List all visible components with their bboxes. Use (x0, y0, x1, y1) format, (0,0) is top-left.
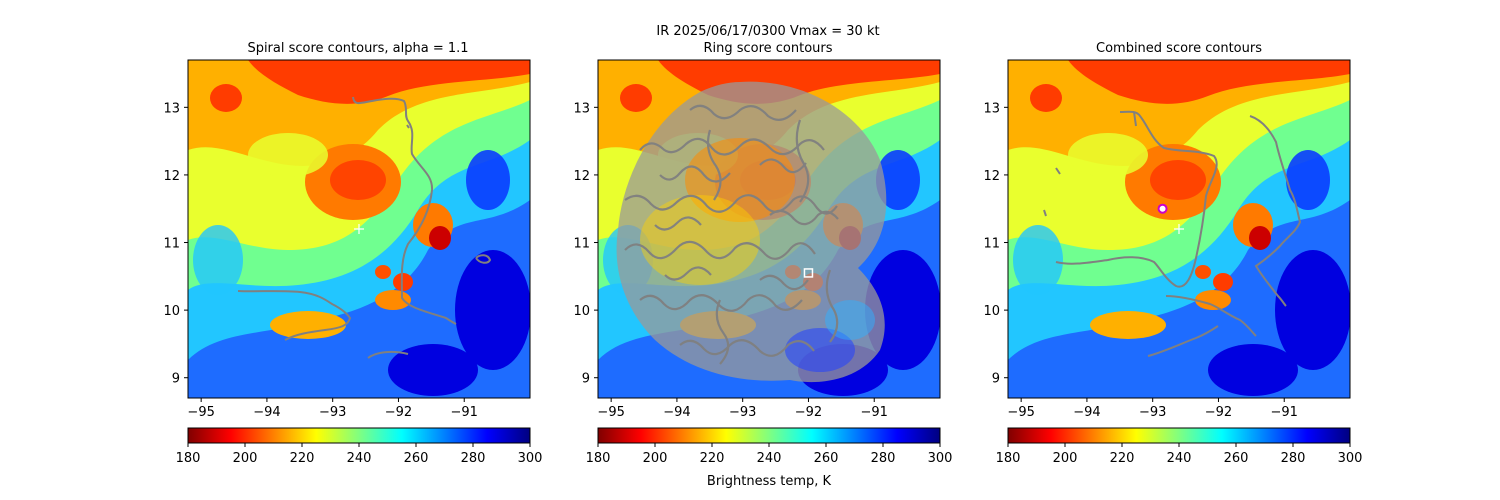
panel-spiral: Spiral score contours, alpha = 1.1 −95 −9… (163, 41, 542, 466)
colorbar-ticks: 180 200 220 240 260 280 300 (586, 443, 953, 466)
colorbar (1007, 427, 1351, 444)
best-track-center-marker (1174, 224, 1184, 234)
colorbar-tick-label: 240 (347, 451, 372, 466)
y-tick-label: 13 (983, 101, 1000, 116)
axes-frame (1007, 59, 1351, 399)
colorbar-ticks: 180 200 220 240 260 280 300 (176, 443, 543, 466)
y-axis: 9 10 11 12 13 (163, 101, 188, 387)
colorbar-tick-label: 180 (996, 451, 1021, 466)
x-tick-label: −93 (319, 405, 346, 420)
y-axis: 9 10 11 12 13 (983, 101, 1008, 387)
axes-frame (597, 59, 941, 399)
ring-contour-region (616, 81, 887, 383)
marker-layer (1157, 203, 1184, 234)
x-tick-label: −95 (187, 405, 214, 420)
y-tick-label: 13 (163, 101, 180, 116)
colorbar-tick-label: 280 (1281, 451, 1306, 466)
y-tick-label: 10 (573, 304, 590, 319)
marker-layer (803, 268, 814, 278)
x-axis: −95 −94 −93 −92 −91 (597, 398, 888, 420)
y-tick-label: 11 (163, 237, 180, 252)
y-tick-label: 13 (573, 101, 590, 116)
combined-contours (1043, 110, 1302, 357)
x-tick-label: −91 (1271, 405, 1298, 420)
x-tick-label: −94 (1073, 405, 1100, 420)
y-tick-label: 9 (582, 372, 590, 387)
x-tick-label: −92 (1205, 405, 1232, 420)
x-tick-label: −94 (253, 405, 280, 420)
y-tick-label: 9 (172, 372, 180, 387)
y-tick-label: 9 (992, 372, 1000, 387)
y-tick-label: 10 (163, 304, 180, 319)
colorbar-tick-label: 280 (461, 451, 486, 466)
panel-title: Combined score contours (1096, 41, 1262, 56)
best-track-center-marker (354, 224, 364, 234)
x-tick-label: −93 (729, 405, 756, 420)
colorbar-tick-label: 260 (814, 451, 839, 466)
colorbar-ticks: 180 200 220 240 260 280 300 (996, 443, 1363, 466)
y-tick-label: 10 (983, 304, 1000, 319)
x-axis: −95 −94 −93 −92 −91 (187, 398, 478, 420)
x-tick-label: −95 (597, 405, 624, 420)
colorbar-tick-label: 260 (1224, 451, 1249, 466)
colorbar-tick-label: 300 (518, 451, 543, 466)
x-axis: −95 −94 −93 −92 −91 (1007, 398, 1298, 420)
colorbar-tick-label: 240 (1167, 451, 1192, 466)
colorbar-tick-label: 240 (757, 451, 782, 466)
y-tick-label: 12 (163, 169, 180, 184)
y-tick-label: 11 (573, 237, 590, 252)
colorbar-tick-label: 260 (404, 451, 429, 466)
y-tick-label: 12 (573, 169, 590, 184)
colorbar-tick-label: 220 (290, 451, 315, 466)
x-tick-label: −91 (451, 405, 478, 420)
y-axis: 9 10 11 12 13 (573, 101, 598, 387)
x-tick-label: −91 (861, 405, 888, 420)
x-tick-label: −95 (1007, 405, 1034, 420)
colorbar (597, 427, 941, 444)
colorbar-tick-label: 300 (1338, 451, 1363, 466)
colorbar (187, 427, 531, 444)
ring-center-marker (803, 268, 814, 278)
x-tick-label: −94 (663, 405, 690, 420)
panel-title: Spiral score contours, alpha = 1.1 (247, 41, 468, 56)
colorbar-tick-label: 300 (928, 451, 953, 466)
colorbar-tick-label: 200 (1053, 451, 1078, 466)
y-tick-label: 11 (983, 237, 1000, 252)
colorbar-tick-label: 200 (233, 451, 258, 466)
colorbar-tick-label: 280 (871, 451, 896, 466)
combined-center-marker (1157, 203, 1168, 214)
spiral-contours (237, 96, 492, 359)
colorbar-tick-label: 180 (586, 451, 611, 466)
colorbar-tick-label: 180 (176, 451, 201, 466)
marker-layer (354, 224, 364, 234)
colorbar-tick-label: 200 (643, 451, 668, 466)
axes-frame (187, 59, 531, 399)
colorbar-tick-label: 220 (700, 451, 725, 466)
x-tick-label: −93 (1139, 405, 1166, 420)
x-tick-label: −92 (385, 405, 412, 420)
x-tick-label: −92 (795, 405, 822, 420)
panel-title: Ring score contours (703, 41, 832, 56)
colorbar-tick-label: 220 (1110, 451, 1135, 466)
panel-ring: Ring score contours −95 (573, 41, 952, 489)
y-tick-label: 12 (983, 169, 1000, 184)
figure-suptitle: IR 2025/06/17/0300 Vmax = 30 kt (656, 24, 879, 39)
panel-combined: Combined score contours −95 −94 −93 −92 −91 … (983, 41, 1362, 466)
colorbar-label: Brightness temp, K (707, 474, 832, 489)
